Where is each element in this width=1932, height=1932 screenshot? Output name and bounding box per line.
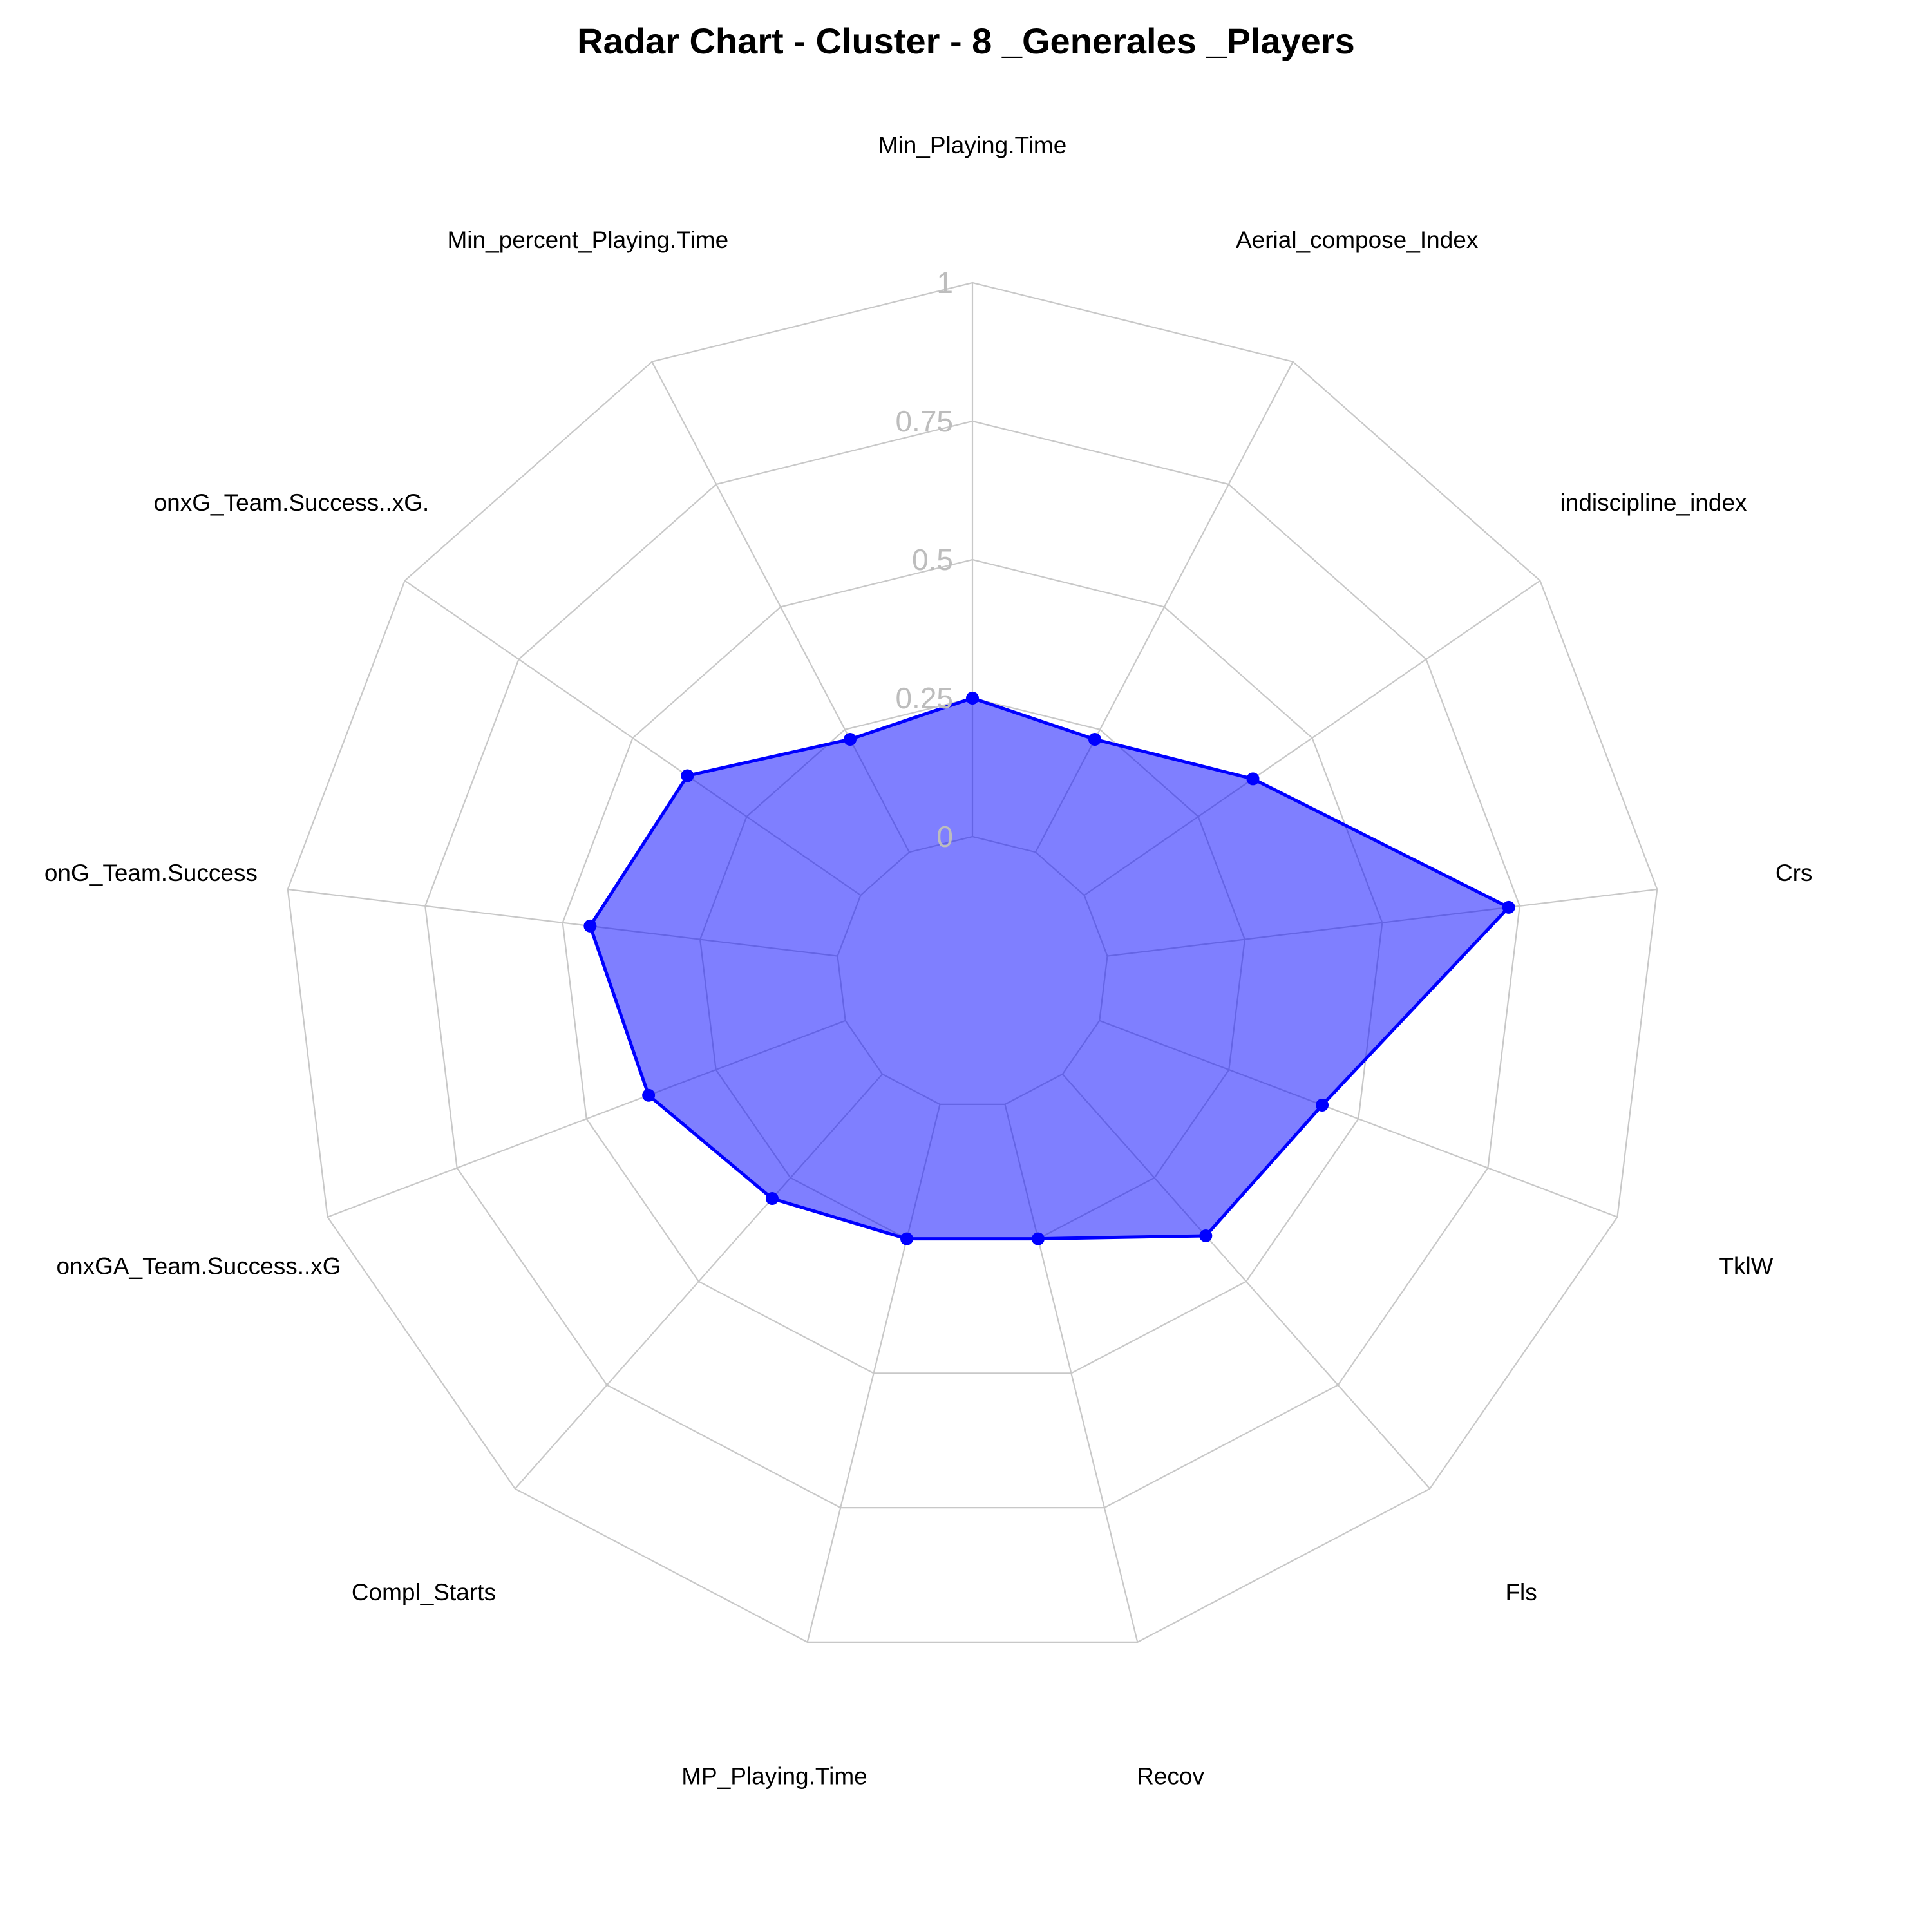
axis-label: MP_Playing.Time <box>681 1763 867 1790</box>
tick-label: 0.75 <box>895 404 953 438</box>
data-point <box>765 1192 779 1206</box>
axis-label: Min_percent_Playing.Time <box>447 227 728 253</box>
data-point <box>642 1088 656 1102</box>
axis-label: onxG_Team.Success..xG. <box>154 489 430 516</box>
axis-label: Aerial_compose_Index <box>1236 227 1479 253</box>
data-point <box>966 692 979 705</box>
chart-title: Radar Chart - Cluster - 8 _Generales _Pl… <box>577 21 1355 61</box>
data-point <box>1031 1232 1045 1245</box>
data-point <box>1502 900 1515 914</box>
data-point <box>1246 772 1260 786</box>
axis-label: Min_Playing.Time <box>878 132 1067 158</box>
tick-label: 0 <box>936 820 953 853</box>
axis-label: onxGA_Team.Success..xG <box>56 1253 341 1280</box>
grid-ring <box>562 558 1383 1374</box>
axis-label: Crs <box>1776 860 1813 886</box>
axis-label: Compl_Starts <box>352 1579 496 1605</box>
radar-series <box>583 692 1515 1245</box>
axis-label: Recov <box>1137 1763 1204 1790</box>
series-area <box>588 696 1511 1241</box>
tick-label: 1 <box>936 266 953 299</box>
data-point <box>583 919 597 933</box>
radar-axis-labels: Min_Playing.Time Aerial_compose_Indexindi… <box>44 132 1813 1790</box>
grid-ring <box>287 281 1658 1643</box>
tick-label: 0.5 <box>912 543 953 576</box>
axis-label: TklW <box>1719 1253 1773 1280</box>
axis-label: indiscipline_index <box>1560 489 1748 516</box>
data-point <box>681 769 694 782</box>
data-point <box>1199 1229 1213 1242</box>
tick-label: 0.25 <box>895 681 953 715</box>
data-point <box>900 1232 914 1245</box>
axis-label: onG_Team.Success <box>44 860 258 886</box>
grid-ring <box>424 420 1520 1509</box>
data-point <box>844 733 857 746</box>
data-point <box>1316 1098 1329 1112</box>
radar-tick-labels: 0 0.25 0.5 0.75 1 <box>895 266 953 853</box>
axis-label: Fls <box>1505 1579 1537 1605</box>
data-point <box>1088 733 1101 746</box>
